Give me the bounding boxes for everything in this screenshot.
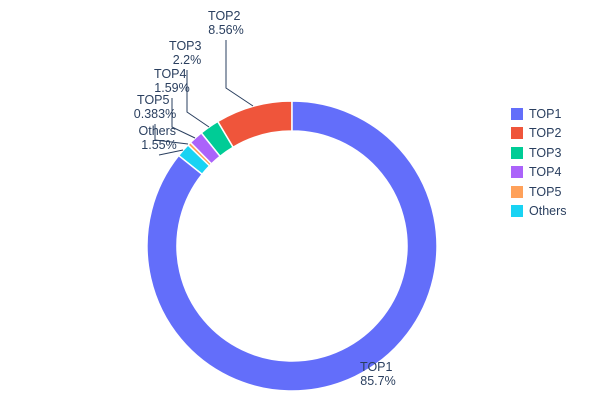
annotation-top3: TOP3 2.2% — [169, 39, 205, 67]
annotation-top2-percent: 8.56% — [208, 23, 243, 37]
legend-swatch-top5 — [511, 186, 523, 198]
legend-swatch-top1 — [511, 108, 523, 120]
annotation-top3-label: TOP3 — [169, 39, 201, 53]
annotation-top1: TOP1 85.7% — [360, 360, 396, 388]
legend-item-top2[interactable]: TOP2 — [511, 126, 561, 140]
leader-line-top4 — [171, 98, 196, 139]
annotation-others: Others 1.55% — [139, 124, 180, 152]
legend-label-top5: TOP5 — [529, 185, 561, 199]
legend-label-top4: TOP4 — [529, 165, 561, 179]
annotation-top4: TOP4 1.59% — [154, 67, 190, 95]
annotation-top5-label: TOP5 — [137, 93, 169, 107]
annotation-top5: TOP5 0.383% — [134, 93, 176, 121]
annotation-others-label: Others — [139, 124, 177, 138]
leader-line-top5 — [154, 124, 189, 145]
legend-item-others[interactable]: Others — [511, 204, 567, 218]
annotation-top2: TOP2 8.56% — [208, 9, 244, 37]
annotation-top2-label: TOP2 — [208, 9, 240, 23]
legend-swatch-top3 — [511, 147, 523, 159]
legend-swatch-top2 — [511, 127, 523, 139]
leader-line-top3 — [186, 70, 210, 128]
legend-label-top1: TOP1 — [529, 107, 561, 121]
legend-item-top3[interactable]: TOP3 — [511, 146, 561, 160]
annotation-top1-label: TOP1 — [360, 360, 392, 374]
leader-line-top2 — [225, 40, 254, 107]
legend: TOP1 TOP2 TOP3 TOP4 TOP5 Others — [511, 107, 567, 218]
leader-lines — [154, 40, 254, 156]
donut-slices — [146, 100, 438, 392]
annotation-others-percent: 1.55% — [141, 138, 176, 152]
legend-item-top4[interactable]: TOP4 — [511, 165, 561, 179]
slice-top1[interactable] — [146, 100, 438, 392]
annotation-top4-percent: 1.59% — [154, 81, 189, 95]
legend-label-top2: TOP2 — [529, 126, 561, 140]
annotation-top3-percent: 2.2% — [173, 53, 202, 67]
legend-label-others: Others — [529, 204, 567, 218]
annotation-top1-percent: 85.7% — [360, 374, 395, 388]
legend-swatch-top4 — [511, 166, 523, 178]
legend-item-top1[interactable]: TOP1 — [511, 107, 561, 121]
legend-swatch-others — [511, 205, 523, 217]
slice-annotations: TOP2 8.56% TOP3 2.2% TOP4 1.59% TOP5 0.3… — [134, 9, 396, 388]
legend-label-top3: TOP3 — [529, 146, 561, 160]
annotation-top5-percent: 0.383% — [134, 107, 176, 121]
annotation-top4-label: TOP4 — [154, 67, 186, 81]
legend-item-top5[interactable]: TOP5 — [511, 185, 561, 199]
leader-line-others — [158, 149, 184, 156]
